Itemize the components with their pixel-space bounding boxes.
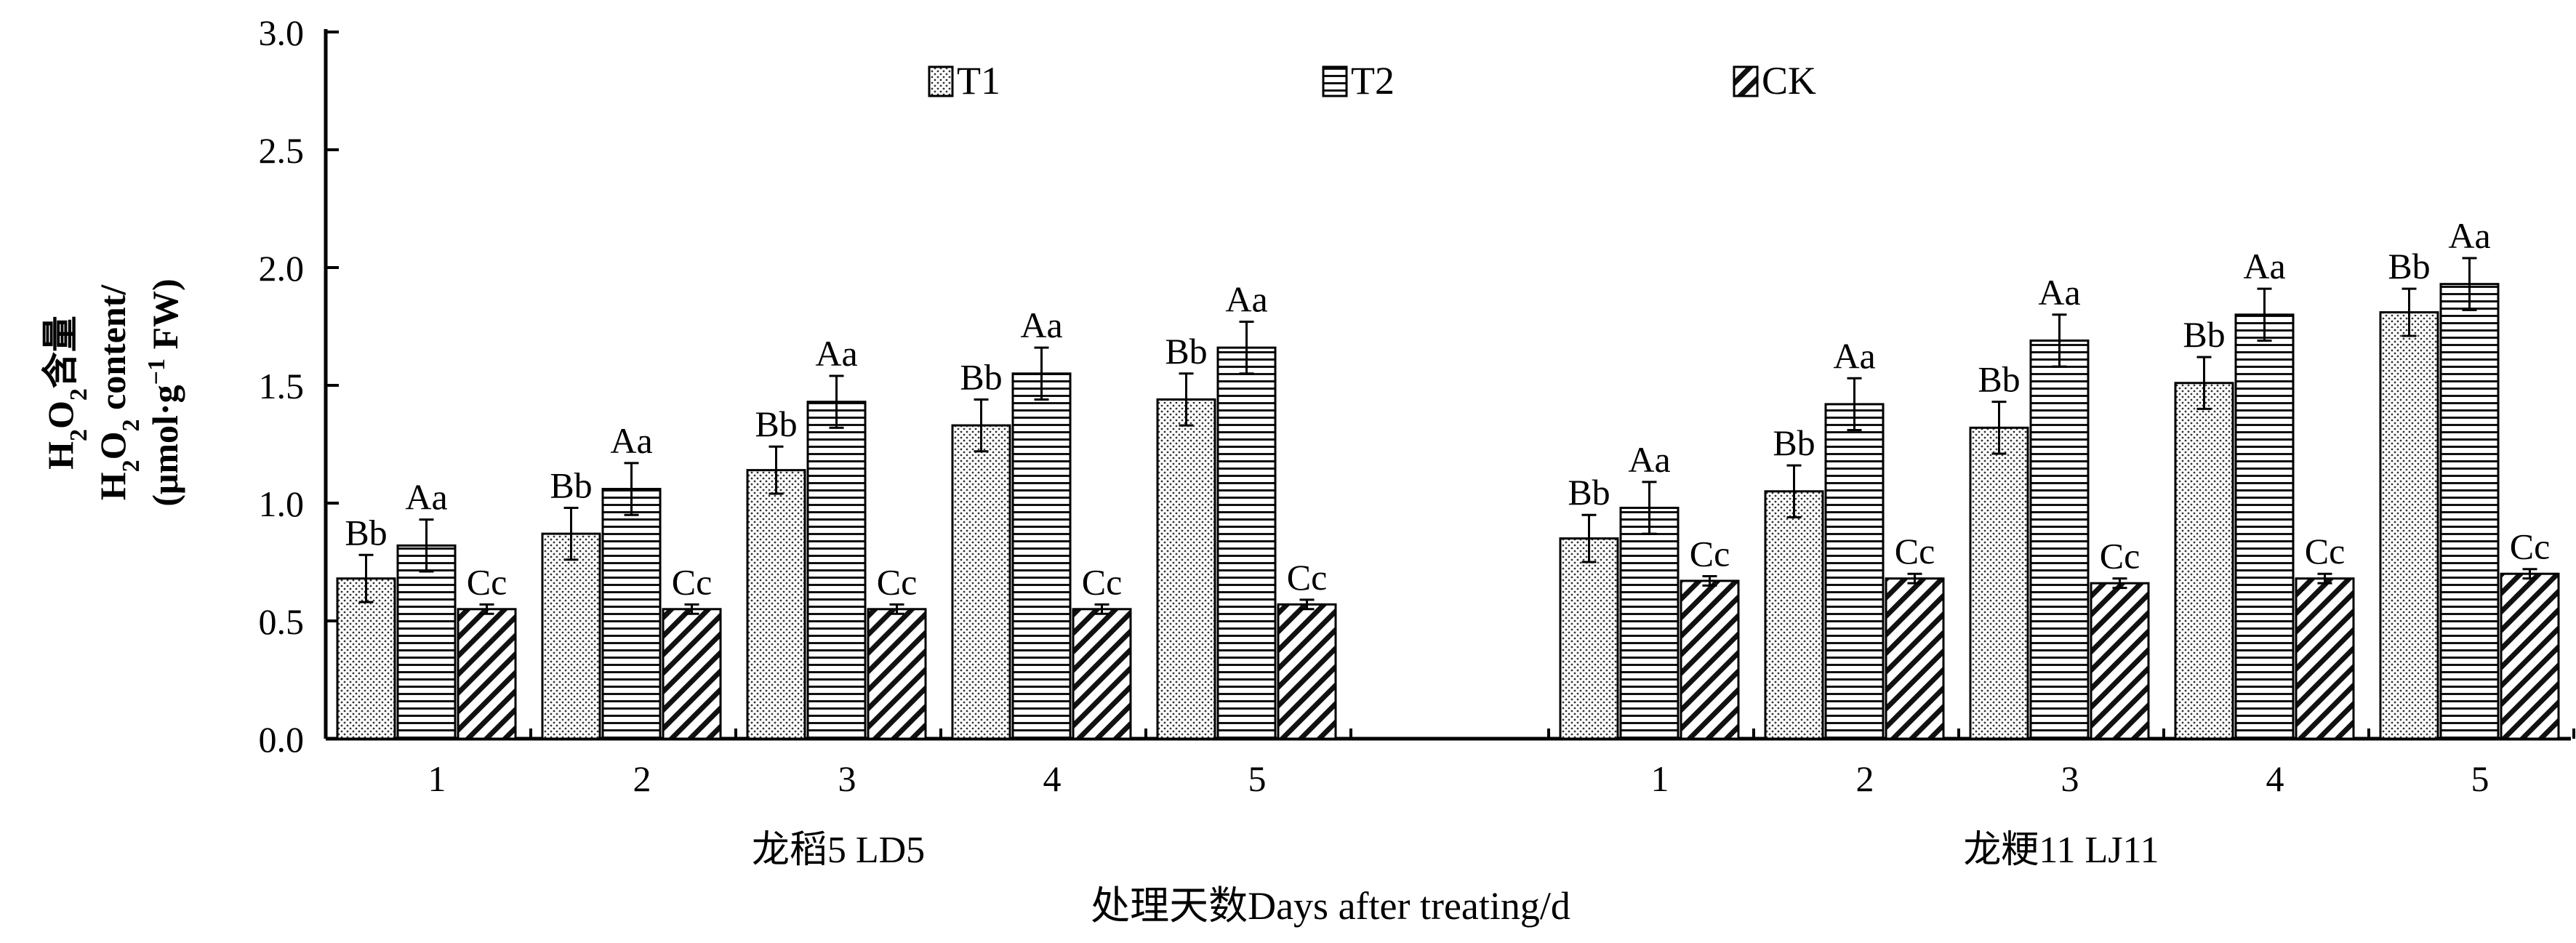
bar-ck — [867, 608, 927, 740]
significance-label: Cc — [1287, 557, 1328, 598]
legend-label-t1: T1 — [957, 59, 1000, 103]
significance-label: Cc — [672, 561, 713, 602]
bar-ck — [1680, 579, 1740, 740]
significance-label: Bb — [345, 512, 387, 553]
legend-label-t2: T2 — [1351, 59, 1395, 103]
bar-t2 — [1216, 346, 1277, 740]
x-axis-title: 处理天数Days after treating/d — [1091, 884, 1570, 928]
y-tick-label: 2.0 — [259, 248, 305, 289]
bar-t2 — [2439, 283, 2500, 740]
x-tick-label: 2 — [633, 758, 651, 799]
significance-label: Aa — [1020, 305, 1062, 345]
bar-t1 — [1969, 426, 2029, 740]
significance-label: Aa — [610, 420, 652, 461]
group-label: 龙稻5 LD5 — [752, 830, 925, 871]
significance-label: Bb — [1773, 422, 1815, 463]
group-label: 龙粳11 LJ11 — [1963, 830, 2159, 871]
significance-label: Bb — [2183, 314, 2225, 355]
legend-swatch-t1 — [928, 65, 954, 97]
bar-t2 — [806, 401, 867, 740]
bar-t1 — [541, 532, 601, 740]
significance-label: Cc — [1082, 561, 1123, 602]
bar-t2 — [2029, 339, 2090, 740]
x-tick-label: 2 — [1856, 758, 1874, 799]
significance-label: Cc — [1895, 531, 1935, 571]
bars-layer — [336, 257, 2560, 740]
significance-label: Aa — [1225, 279, 1267, 320]
bar-t1 — [1764, 490, 1824, 740]
y-axis-title-line: (μmol·g−1 FW) — [143, 278, 186, 506]
x-tick-label: 1 — [428, 758, 446, 799]
significance-label: Bb — [2388, 246, 2430, 286]
bar-ck — [1885, 577, 1945, 740]
bar-t2 — [1619, 506, 1680, 740]
legend-swatch-t2 — [1322, 65, 1348, 97]
x-tick-label: 3 — [838, 758, 856, 799]
bar-t2 — [601, 488, 662, 740]
legend-label-ck: CK — [1762, 59, 1816, 103]
significance-label: Bb — [960, 356, 1002, 397]
x-tick-label: 1 — [1651, 758, 1669, 799]
bar-ck — [662, 608, 722, 740]
bar-t1 — [951, 424, 1011, 740]
significance-label: Cc — [2305, 531, 2346, 571]
bar-ck — [2500, 572, 2560, 740]
bar-t2 — [1011, 372, 1072, 740]
y-tick-label: 1.0 — [259, 483, 305, 524]
significance-label: Cc — [1690, 533, 1730, 574]
bar-ck — [1072, 608, 1132, 740]
y-tick-label: 3.0 — [259, 12, 305, 53]
y-tick-label: 0.5 — [259, 601, 305, 642]
significance-label: Bb — [1165, 331, 1207, 372]
significance-label: Bb — [1568, 472, 1610, 513]
significance-label: Bb — [1978, 359, 2020, 400]
significance-label: Aa — [815, 333, 857, 374]
significance-label: Cc — [2100, 536, 2140, 577]
significance-label: Aa — [2243, 246, 2285, 286]
x-tick-label: 5 — [1248, 758, 1267, 799]
x-tick-label: 3 — [2061, 758, 2079, 799]
bar-ck — [1277, 603, 1337, 740]
bar-ck — [2295, 577, 2355, 740]
y-tick-label: 1.5 — [259, 366, 305, 406]
significance-label: Aa — [405, 477, 447, 518]
text-layer: 0.0 0.5 1.0 1.5 2.0 2.5 3.0 1 Bb Aa Cc 2 Bb Aa Cc 3 Bb Aa… — [40, 12, 2550, 928]
significance-label: Aa — [2448, 215, 2490, 256]
significance-label: Bb — [755, 404, 797, 444]
bar-t1 — [2379, 311, 2439, 740]
significance-label: Bb — [550, 465, 592, 505]
bar-t2 — [1824, 403, 1885, 740]
significance-label: Aa — [2038, 272, 2080, 313]
y-tick-label: 0.0 — [259, 719, 305, 760]
bar-t1 — [2174, 382, 2234, 740]
x-tick-label: 4 — [2266, 758, 2284, 799]
x-tick-label: 5 — [2471, 758, 2489, 799]
bar-ck — [2090, 582, 2150, 740]
significance-label: Cc — [467, 561, 507, 602]
significance-label: Aa — [1833, 335, 1875, 376]
bar-t2 — [396, 544, 457, 740]
bar-t2 — [2234, 313, 2295, 740]
y-axis-title-line: H2O2 content/ — [92, 284, 145, 501]
bar-t1 — [746, 469, 806, 740]
bar-t1 — [1156, 398, 1216, 740]
y-tick-label: 2.5 — [259, 130, 305, 171]
significance-label: Aa — [1628, 439, 1670, 480]
significance-label: Cc — [2510, 526, 2551, 567]
significance-label: Cc — [877, 561, 918, 602]
bar-ck — [457, 608, 517, 740]
bar-t1 — [1559, 537, 1619, 740]
x-tick-label: 4 — [1043, 758, 1062, 799]
y-axis-title-line: H2O2含量 — [40, 316, 92, 470]
legend-swatch-ck — [1733, 65, 1759, 97]
